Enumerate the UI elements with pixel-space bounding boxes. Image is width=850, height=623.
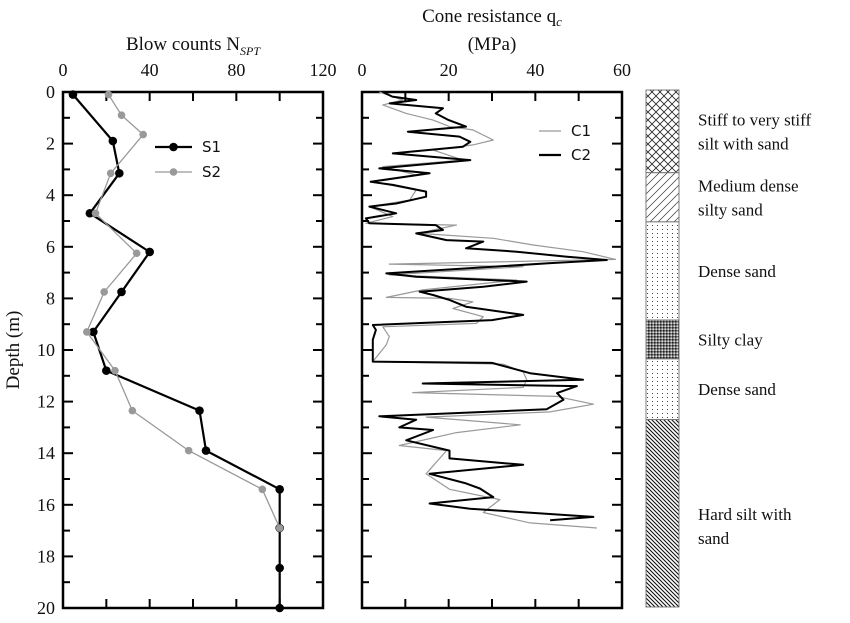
data-point-s1 (89, 327, 98, 337)
series-line-s1 (72, 93, 281, 608)
soil-layer-diagonal-back-dense (645, 419, 680, 608)
legend-label-c2: C2 (571, 146, 591, 164)
data-point-s2 (184, 446, 193, 455)
data-point-s2 (106, 169, 115, 178)
y-tick-label: 18 (37, 546, 55, 566)
legend-label-s1: S1 (202, 138, 221, 156)
y-tick-label: 2 (46, 134, 55, 154)
data-point-s2 (132, 249, 141, 258)
data-point-s1 (85, 208, 95, 218)
soil-layer-label: Medium dense (698, 176, 799, 195)
data-point-s2 (104, 90, 113, 99)
data-point-s2 (83, 328, 91, 336)
soil-layer-label: silt with sand (698, 134, 789, 153)
soil-layer-label: Hard silt with (698, 505, 792, 524)
soil-profile-column: Stiff to very stiff silt with sand Medium … (645, 89, 812, 608)
y-tick-label: 4 (46, 185, 55, 205)
y-tick-label: 16 (37, 495, 55, 515)
data-point-s1 (68, 90, 78, 99)
soil-layer-label: Dense sand (698, 262, 776, 281)
y-tick-label: 6 (46, 237, 55, 257)
x-tick-label: 40 (141, 60, 159, 80)
soil-layer-label: silty sand (698, 200, 763, 219)
y-tick-label: 20 (37, 598, 55, 618)
spt-chart: 0 40 80 120 0 2 4 6 8 10 12 14 16 18 20 S1 S2 (37, 60, 337, 618)
y-tick-label: 14 (37, 443, 55, 463)
x-tick-label: 60 (613, 60, 631, 80)
y-tick-label: 0 (46, 82, 55, 102)
plot-frame (61, 90, 325, 610)
legend-label-s2: S2 (202, 163, 221, 181)
series-line-c2 (364, 91, 608, 522)
x-tick-label: 20 (440, 60, 458, 80)
chart2-subtitle: (MPa) (468, 34, 517, 55)
data-point-s2 (111, 366, 119, 375)
legend-label-c1: C1 (571, 122, 591, 140)
x-tick-label: 80 (227, 60, 245, 80)
data-point-s1 (102, 366, 111, 375)
soil-layer-diagonal-forward (645, 172, 680, 223)
x-tick-label: 40 (526, 60, 544, 80)
data-point-s2 (275, 524, 284, 532)
plot-frame (360, 90, 624, 610)
data-point-s2 (91, 209, 100, 218)
soil-layer-dots (645, 358, 680, 420)
soil-layer-dense-checker (645, 319, 680, 360)
x-tick-label: 0 (59, 60, 68, 80)
y-tick-label: 10 (37, 340, 55, 360)
y-axis-label: Depth (m) (3, 311, 24, 390)
chart2-title: Cone resistance qc (422, 6, 562, 29)
soil-layer-crosshatch (645, 89, 680, 174)
legend-marker-s2 (169, 168, 178, 176)
data-point-s1 (195, 406, 204, 415)
data-point-s2 (139, 130, 147, 139)
x-tick-label: 120 (310, 60, 337, 80)
cpt-chart: 0 20 40 60 C1 C2 (358, 60, 631, 610)
data-point-s1 (275, 485, 284, 494)
legend-marker-s1 (169, 142, 178, 152)
x-tick-label: 0 (358, 60, 367, 80)
soil-layer-label: Silty clay (698, 330, 763, 349)
soil-layer-label: Stiff to very stiff (698, 110, 812, 129)
data-point-s1 (201, 446, 211, 455)
soil-layer-label: Dense sand (698, 380, 776, 399)
y-tick-label: 12 (37, 392, 55, 412)
data-point-s1 (275, 563, 284, 573)
data-point-s2 (258, 485, 267, 494)
soil-layer-dots (645, 221, 680, 321)
data-point-s1 (117, 287, 126, 297)
data-point-s2 (117, 111, 126, 120)
data-point-s1 (145, 247, 154, 257)
data-point-s1 (108, 136, 118, 146)
chart1-title: Blow counts NSPT (126, 34, 261, 58)
data-point-s1 (115, 168, 124, 178)
y-tick-label: 8 (46, 288, 55, 308)
data-point-s2 (100, 288, 108, 296)
soil-layer-label: sand (698, 529, 730, 548)
data-point-s1 (275, 603, 284, 613)
data-point-s2 (128, 406, 137, 415)
